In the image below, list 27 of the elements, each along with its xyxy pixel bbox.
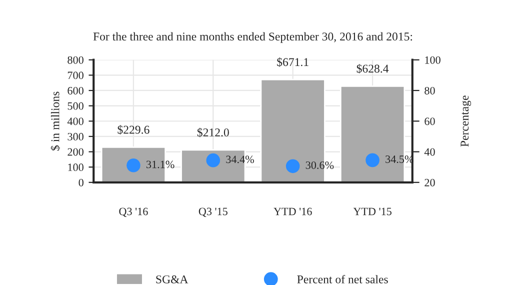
- y2-tick-label: 60: [424, 118, 435, 126]
- y2-tick-label: 80: [424, 86, 435, 94]
- y-tick-label: 0: [78, 178, 84, 186]
- data-label: $212.0: [197, 128, 229, 138]
- y-tick-label: 600: [68, 86, 84, 94]
- y2-axis-title: Percentage: [460, 96, 472, 147]
- data-label: $628.4: [356, 64, 389, 74]
- y-tick-label: 700: [68, 72, 84, 80]
- y-tick-label: 300: [68, 132, 84, 140]
- x-tick-label: Q3 '15: [198, 208, 228, 217]
- x-tick-label: Q3 '16: [119, 208, 148, 217]
- y-axis-title: $ in millions: [50, 92, 60, 150]
- y-tick-label: 800: [68, 56, 84, 64]
- data-label: $229.6: [118, 125, 150, 135]
- y-tick-label: 400: [67, 118, 84, 126]
- x-tick-label: YTD '16: [274, 208, 312, 216]
- y2-tick-label: 100: [425, 56, 440, 64]
- y-tick-label: 500: [68, 102, 84, 110]
- y2-tick-label: 20: [424, 178, 435, 186]
- data-label: $671.1: [277, 57, 308, 67]
- chart-title: For the three and nine months ended September 30, 2016 and 2015:: [93, 32, 412, 43]
- y-tick-label: 200: [68, 148, 84, 156]
- y2-tick-label: 40: [424, 148, 435, 156]
- y-tick-label: 100: [68, 164, 84, 172]
- legend-label: SG&A: [156, 275, 188, 284]
- x-tick-label: YTD '15: [353, 208, 392, 216]
- legend-label: Percent of net sales: [297, 274, 388, 284]
